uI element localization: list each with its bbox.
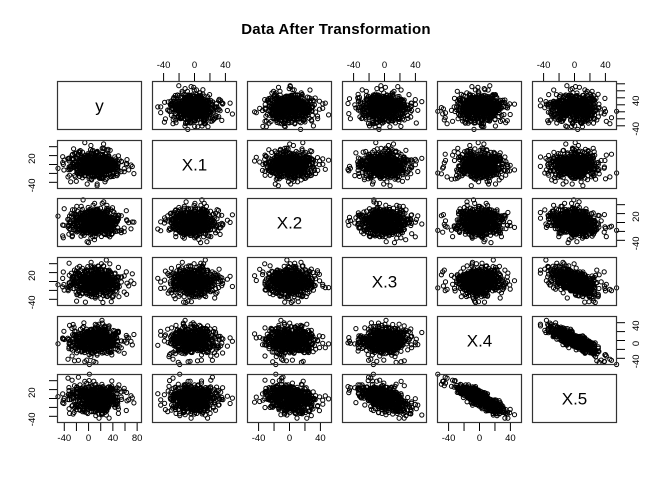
axis-left-row4: -40 20 <box>27 263 57 309</box>
scatter-panel-X.1-vs-X.3 <box>341 139 428 190</box>
axis-tick-label: -40 <box>537 60 551 71</box>
diag-cell-X.4: X.4 <box>436 315 523 366</box>
axis-tick-label: -40 <box>252 433 266 444</box>
axis-tick-label: 0 <box>631 341 642 346</box>
scatter-panel-X.1-vs-X.5 <box>531 139 620 190</box>
scatter-panel-X.2-vs-y <box>55 197 143 248</box>
scatter-panel-X.1-vs-y <box>55 139 143 190</box>
axis-tick-label: 20 <box>631 211 642 222</box>
axis-top-col4: -40 0 40 <box>347 60 421 81</box>
axis-bottom-col3: -40 0 40 <box>252 423 326 444</box>
scatter-panel-X.5-vs-X.3 <box>341 371 428 424</box>
axis-tick-label: 40 <box>631 320 642 331</box>
axis-tick-label: -40 <box>57 433 71 444</box>
axis-tick-label: 20 <box>27 153 38 164</box>
scatter-panel-X.3-vs-y <box>55 256 143 307</box>
scatter-panel-X.4-vs-y <box>55 315 143 368</box>
axis-tick-label: -40 <box>157 60 171 71</box>
scatter-panel-y-vs-X.1 <box>151 80 238 132</box>
axis-tick-label: -40 <box>27 178 38 192</box>
scatter-panel-X.1-vs-X.4 <box>435 139 523 190</box>
scatter-panel-X.5-vs-X.2 <box>246 371 333 424</box>
axis-tick-label: 0 <box>477 433 482 444</box>
scatter-panel-X.4-vs-X.2 <box>246 315 333 368</box>
axis-tick-label: 40 <box>220 60 231 71</box>
diag-cell-X.1: X.1 <box>151 139 238 190</box>
axis-left-row6: -40 20 <box>27 380 57 426</box>
scatter-panel-y-vs-X.5 <box>531 80 620 132</box>
axis-top-col2: -40 0 40 <box>157 60 231 81</box>
scatter-panel-X.2-vs-X.1 <box>151 197 238 248</box>
scatter-panel-X.5-vs-y <box>55 371 143 424</box>
scatter-panel-y-vs-X.2 <box>246 80 333 132</box>
diag-label-X.1: X.1 <box>182 156 208 175</box>
scatter-panel-X.4-vs-X.5 <box>531 315 620 368</box>
axis-top-col6: -40 0 40 <box>537 60 611 81</box>
scatter-panel-X.5-vs-X.4 <box>435 371 523 424</box>
axis-tick-label: -40 <box>631 236 642 250</box>
axis-tick-label: 20 <box>27 270 38 281</box>
axis-right-row5: -40 0 40 <box>617 320 642 368</box>
axis-tick-label: 0 <box>572 60 577 71</box>
scatter-panel-X.3-vs-X.2 <box>246 256 333 307</box>
axis-tick-label: -40 <box>442 433 456 444</box>
diag-label-X.2: X.2 <box>277 214 303 233</box>
axis-tick-label: 40 <box>108 433 119 444</box>
axis-tick-label: -40 <box>27 412 38 426</box>
axis-tick-label: 40 <box>631 96 642 107</box>
diag-label-X.5: X.5 <box>562 390 588 409</box>
axis-tick-label: 0 <box>192 60 197 71</box>
scatter-panel-X.2-vs-X.4 <box>435 197 523 248</box>
scatter-panel-X.2-vs-X.3 <box>341 197 428 248</box>
diag-label-X.3: X.3 <box>372 273 398 292</box>
axis-left-row2: -40 20 <box>27 146 57 192</box>
axis-right-row3: -40 20 <box>617 204 642 250</box>
scatter-panel-X.1-vs-X.2 <box>246 139 333 190</box>
axis-tick-label: 20 <box>27 387 38 398</box>
axis-tick-label: 80 <box>132 433 143 444</box>
diag-cell-X.5: X.5 <box>531 373 618 424</box>
axis-tick-label: 40 <box>410 60 421 71</box>
scatter-panel-X.2-vs-X.5 <box>531 197 620 248</box>
scatter-panel-y-vs-X.4 <box>435 80 523 132</box>
scatter-panel-X.5-vs-X.1 <box>151 371 238 424</box>
diag-cell-X.3: X.3 <box>341 256 428 307</box>
diag-label-y: y <box>95 97 104 116</box>
axis-right-row1: -40 40 <box>617 83 642 136</box>
axis-bottom-col5: -40 0 40 <box>442 423 516 444</box>
axis-tick-label: -40 <box>631 122 642 136</box>
diag-label-X.4: X.4 <box>467 332 493 351</box>
axis-tick-label: 40 <box>315 433 326 444</box>
axis-tick-label: 0 <box>86 433 91 444</box>
scatter-panel-X.4-vs-X.3 <box>341 315 428 368</box>
axis-tick-label: -40 <box>27 295 38 309</box>
axis-tick-label: 40 <box>505 433 516 444</box>
diag-cell-y: y <box>56 80 143 131</box>
scatter-panel-y-vs-X.3 <box>341 80 428 132</box>
axis-tick-label: 40 <box>600 60 611 71</box>
axis-tick-label: -40 <box>347 60 361 71</box>
diag-cell-X.2: X.2 <box>246 197 333 248</box>
axis-tick-label: -40 <box>631 354 642 368</box>
scatter-panel-X.3-vs-X.4 <box>435 256 523 307</box>
scatter-panel-X.3-vs-X.5 <box>531 256 620 307</box>
axis-tick-label: 0 <box>287 433 292 444</box>
scatter-panel-X.4-vs-X.1 <box>151 315 238 368</box>
scatter-panel-X.3-vs-X.1 <box>151 256 238 307</box>
axis-tick-label: 0 <box>382 60 387 71</box>
chart-title: Data After Transformation <box>241 21 431 38</box>
axis-bottom-col1: -40 0 40 80 <box>57 423 142 444</box>
